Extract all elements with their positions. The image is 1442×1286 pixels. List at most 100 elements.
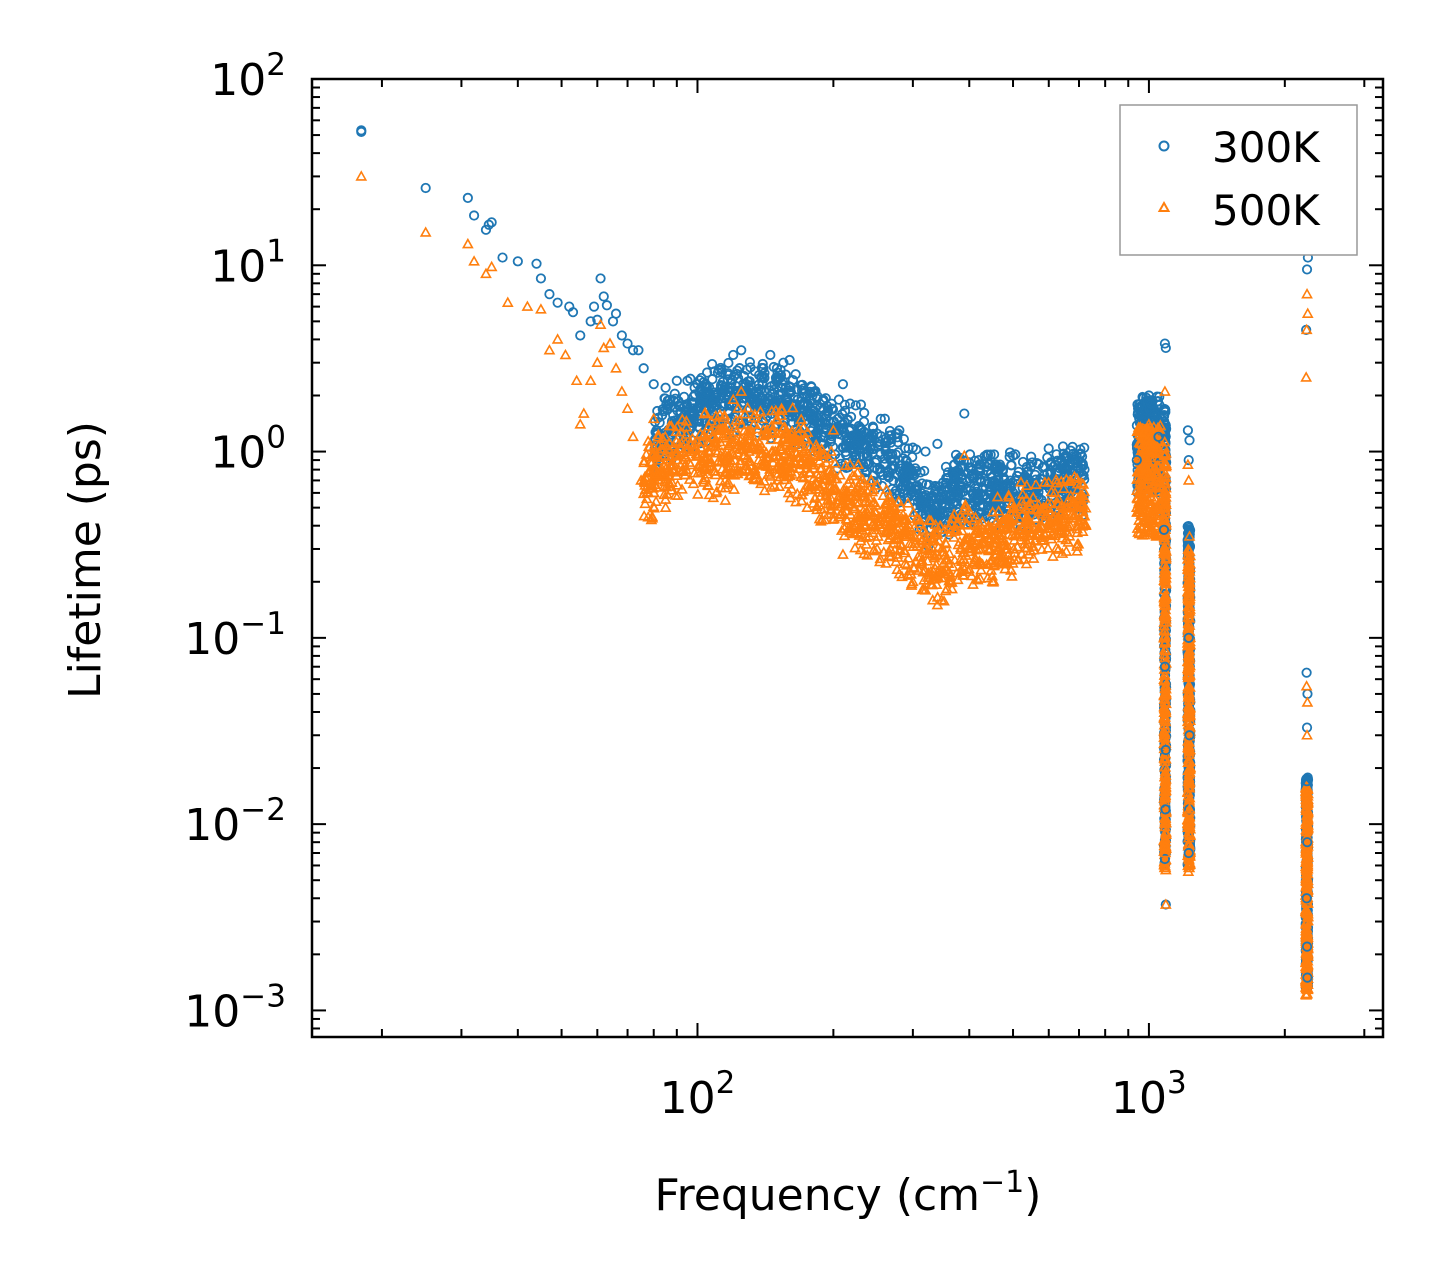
cloud-point [907,529,920,540]
cloud-point [734,363,745,374]
cloud-point [1067,441,1078,452]
cloud-point [638,456,650,468]
cloud-point [854,476,867,488]
cloud-point [790,456,802,468]
cloud-point [1030,478,1042,489]
cloud-point [943,547,956,558]
cloud-point [1024,496,1037,508]
cloud-point [1006,557,1019,568]
cloud-point [688,467,701,478]
cloud-point [859,407,870,418]
cloud-point [898,525,911,537]
cloud-point [673,400,684,411]
cloud-point [714,423,726,435]
cloud-point [917,508,929,519]
cloud-point [689,389,701,400]
cloud-point [642,511,655,522]
cloud-point [926,594,939,605]
cloud-point [739,408,751,419]
cloud-point [711,417,723,428]
cloud-point [988,558,1001,570]
cloud-point [772,474,785,485]
cloud-point [775,402,788,413]
cloud-point [705,426,717,437]
cloud-point [956,481,967,492]
cloud-point [795,396,806,407]
cloud-point [951,523,964,535]
column-point [1300,871,1313,882]
cloud-point [934,520,947,531]
cloud-point [918,574,930,585]
cloud-point [871,476,883,487]
dense-point-clouds [637,356,1314,1000]
cloud-point [778,473,791,485]
cloud-point [968,514,980,525]
cloud-point [806,382,817,393]
cloud-point [645,456,658,468]
cloud-point [732,402,744,413]
cloud-point [825,436,837,447]
cloud-point [888,533,901,545]
cloud-point [707,491,720,503]
cloud-point [664,453,677,464]
cloud-point [916,525,929,536]
cloud-point [883,472,894,483]
column-point [1158,497,1170,508]
cloud-point [1045,528,1058,540]
cloud-point [1037,502,1050,513]
cloud-point [1063,475,1076,487]
cloud-point [670,469,683,480]
cloud-point [978,538,991,549]
cloud-point [954,510,967,521]
cloud-point [969,455,981,466]
cloud-point [735,418,748,430]
cloud-point [832,490,845,502]
cloud-point [745,392,757,403]
cloud-point [844,458,856,469]
cloud-point [795,494,808,506]
cloud-point [1027,491,1040,502]
cloud-point [954,541,967,553]
cloud-point [866,429,877,440]
cloud-point [929,518,942,530]
cloud-point [985,489,996,500]
column-point [1138,482,1151,494]
column-point [1181,586,1194,597]
cloud-point [976,558,989,569]
cloud-point [960,549,972,560]
cloud-point [692,458,705,470]
cloud-point [955,564,968,576]
column-point [1149,528,1162,540]
cloud-point [865,474,878,486]
cloud-point [1053,515,1066,526]
cloud-point [733,373,744,384]
column-point [1158,706,1171,717]
cloud-point [810,438,823,450]
cloud-point [894,476,905,488]
cloud-point [902,497,914,508]
cloud-point [926,531,939,543]
cloud-point [851,466,864,477]
cloud-point [916,488,927,499]
cloud-point [875,449,886,460]
cloud-point [741,401,754,413]
cloud-point [916,478,928,489]
cloud-point [671,420,684,432]
column-point [1158,817,1171,829]
cloud-point [898,434,909,445]
cloud-point [850,440,861,451]
cloud-point [709,436,722,448]
cloud-point [925,514,937,526]
cloud-point [1027,552,1040,563]
cloud-point [999,562,1011,574]
cloud-point [687,477,700,489]
column-point [1135,466,1148,477]
cloud-point [807,497,820,508]
cloud-point [683,456,696,467]
cloud-point [1076,489,1089,501]
cloud-point [852,435,863,446]
cloud-point [792,451,805,462]
cloud-point [777,379,788,390]
cloud-point [648,450,661,461]
cloud-point [1002,518,1015,529]
